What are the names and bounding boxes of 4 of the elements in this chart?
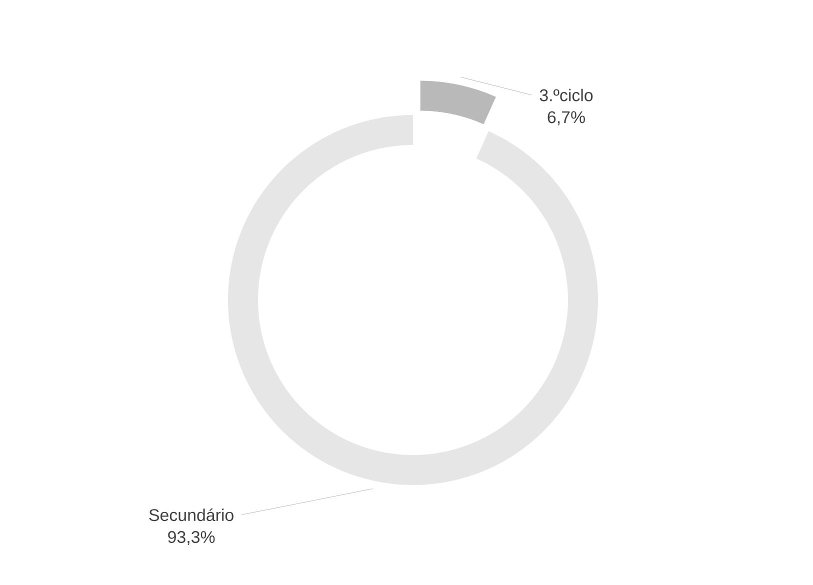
data-label: 93,3% bbox=[168, 531, 215, 546]
data-label: 6,7% bbox=[548, 111, 585, 126]
slice-label: Secundário bbox=[149, 508, 234, 522]
slice-label: 3.ºciclo bbox=[540, 88, 593, 102]
